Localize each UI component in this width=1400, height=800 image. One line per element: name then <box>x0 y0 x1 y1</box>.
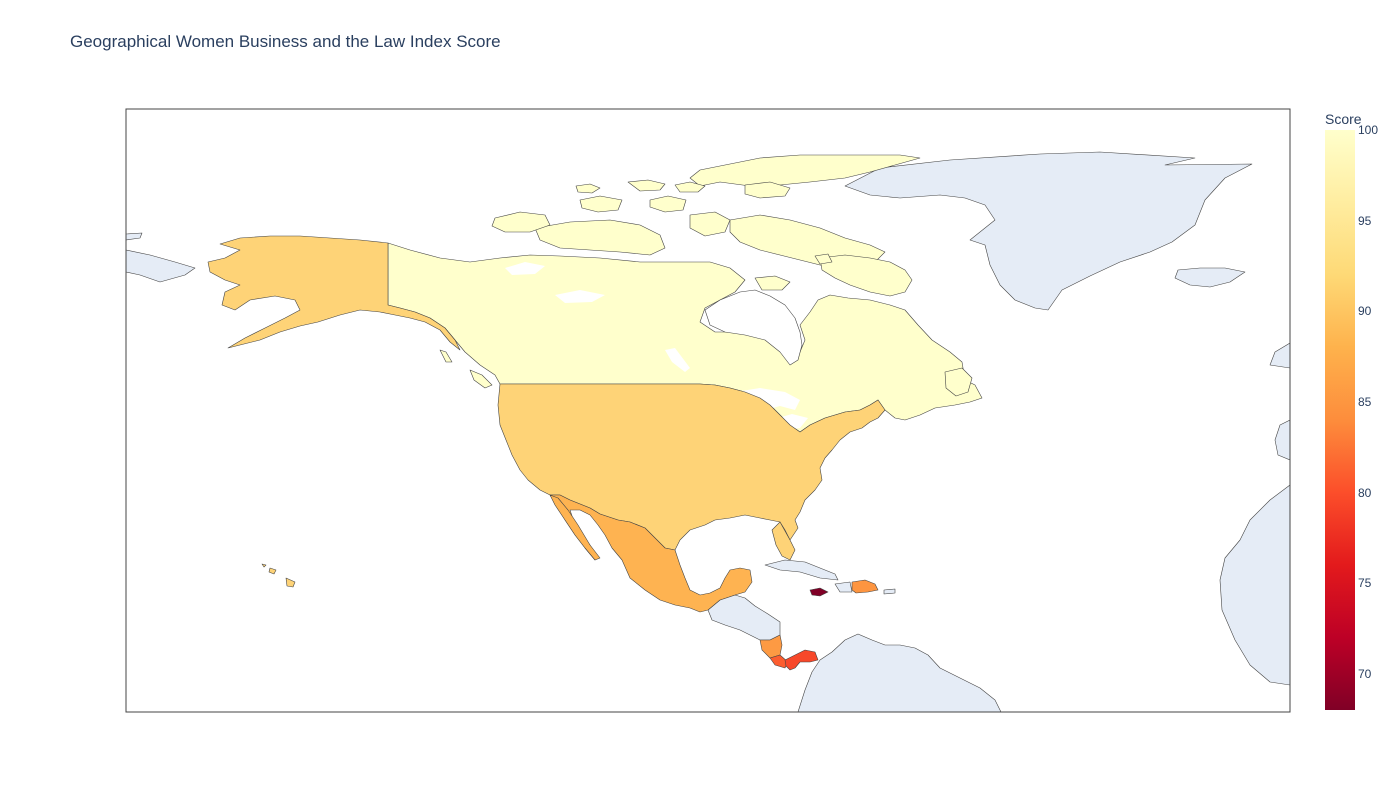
colorbar-tick-label: 95 <box>1358 213 1372 228</box>
jamaica-shape <box>809 587 829 597</box>
puerto-rico-shape <box>883 588 896 595</box>
lake-winnipeg <box>665 348 690 372</box>
greenland-shape <box>844 151 1253 311</box>
great-bear-lake <box>505 262 545 275</box>
iceland-shape <box>1174 267 1246 288</box>
canada-island-8 <box>579 195 623 213</box>
siberia-shape <box>126 249 196 283</box>
europe-shape <box>1269 342 1290 369</box>
canada-island-9 <box>649 195 687 213</box>
canada-island-5 <box>491 211 551 233</box>
panama-shape <box>784 649 819 671</box>
canada-island-11 <box>575 183 601 194</box>
baja-shape <box>549 494 601 561</box>
canada-island-10 <box>627 179 666 192</box>
canada-island-14 <box>814 253 833 265</box>
iberia-shape <box>1274 419 1290 461</box>
colorbar-title: Score <box>1325 111 1362 127</box>
colorbar-tick-label: 70 <box>1358 666 1372 681</box>
dominican-republic-shape <box>851 579 879 594</box>
colorbar-tick-label: 75 <box>1358 576 1372 591</box>
great-slave-lake <box>555 290 605 303</box>
chart-title: Geographical Women Business and the Law … <box>70 32 501 51</box>
south-america-shape <box>797 633 1002 712</box>
colorbar-tick-label: 100 <box>1358 123 1379 137</box>
colorbar-tick-label: 85 <box>1358 394 1372 409</box>
newfoundland-shape <box>944 367 973 397</box>
siberia-shape-2 <box>126 232 143 241</box>
africa-shape <box>1219 484 1290 686</box>
cuba-shape <box>764 559 839 581</box>
haida-gwaii-shape <box>439 349 453 363</box>
colorbar-tick-label: 80 <box>1358 485 1372 500</box>
canada-island-6 <box>689 211 731 237</box>
canada-island-13 <box>754 275 791 291</box>
hawaii-shape <box>261 563 296 588</box>
canada-island-1 <box>689 154 921 187</box>
colorbar <box>1325 130 1355 710</box>
canada-island-3 <box>819 254 913 297</box>
vancouver-island-shape <box>469 369 493 389</box>
canada-island-4 <box>534 219 666 256</box>
hudson-bay <box>704 289 803 366</box>
florida-peninsula <box>771 521 796 561</box>
colorbar-tick-label: 90 <box>1358 304 1372 319</box>
nicaragua-shape <box>759 634 783 659</box>
map-border <box>125 108 1291 713</box>
canada-island-7 <box>744 181 791 199</box>
haiti-shape <box>834 581 853 593</box>
alaska-shape <box>207 235 461 351</box>
canada-island-12 <box>674 181 706 193</box>
